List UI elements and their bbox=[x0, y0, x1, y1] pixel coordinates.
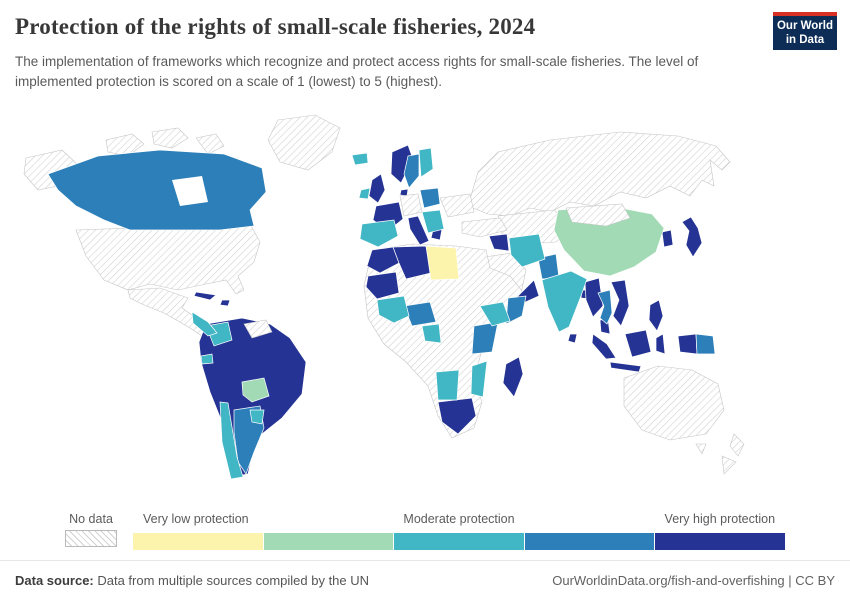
owid-logo[interactable]: Our World in Data bbox=[773, 12, 837, 50]
region-myanmar[interactable] bbox=[584, 277, 604, 318]
region-argentina-north-patch[interactable] bbox=[249, 409, 265, 425]
region-china[interactable] bbox=[553, 205, 665, 277]
region-arctic-islands-2[interactable] bbox=[151, 127, 189, 149]
region-ecuador[interactable] bbox=[200, 353, 214, 365]
region-thailand[interactable] bbox=[597, 289, 613, 325]
region-mongolia[interactable] bbox=[565, 203, 631, 227]
region-canada[interactable] bbox=[47, 149, 267, 231]
legend-swatch-score4[interactable] bbox=[524, 533, 656, 550]
region-nigeria-ghana[interactable] bbox=[403, 301, 437, 327]
region-korea[interactable] bbox=[661, 229, 674, 248]
legend-label-very-low: Very low protection bbox=[143, 512, 249, 526]
owid-logo-line1: Our World bbox=[776, 19, 833, 32]
region-papua-new-guinea[interactable] bbox=[695, 333, 716, 355]
region-hispaniola[interactable] bbox=[219, 299, 231, 307]
legend-swatch-score3[interactable] bbox=[394, 533, 525, 550]
region-mozambique[interactable] bbox=[470, 360, 488, 398]
legend-label-moderate: Moderate protection bbox=[403, 512, 515, 526]
region-borneo[interactable] bbox=[624, 329, 652, 358]
world-map bbox=[10, 110, 840, 480]
region-sweden[interactable] bbox=[403, 153, 420, 189]
legend-color-bar bbox=[133, 533, 785, 550]
region-java[interactable] bbox=[609, 361, 642, 373]
region-russia[interactable] bbox=[467, 131, 731, 217]
region-ukraine[interactable] bbox=[439, 193, 475, 218]
region-west-africa-coast[interactable] bbox=[376, 295, 410, 324]
region-new-zealand-north[interactable] bbox=[729, 433, 745, 457]
region-iran[interactable] bbox=[508, 233, 546, 268]
region-central-asia[interactable] bbox=[497, 209, 573, 245]
region-algeria[interactable] bbox=[392, 245, 432, 280]
region-japan[interactable] bbox=[681, 216, 703, 258]
region-iberia[interactable] bbox=[359, 219, 399, 248]
region-india[interactable] bbox=[541, 270, 588, 333]
region-sumatra[interactable] bbox=[591, 333, 617, 360]
data-source-label: Data source: bbox=[15, 573, 94, 588]
region-chile[interactable] bbox=[219, 401, 244, 480]
chart-subtitle: The implementation of frameworks which r… bbox=[15, 54, 699, 90]
region-cuba[interactable] bbox=[193, 291, 217, 301]
legend-no-data-label: No data bbox=[69, 512, 113, 526]
region-new-guinea-west[interactable] bbox=[677, 333, 698, 355]
data-source-text: Data from multiple sources compiled by t… bbox=[93, 573, 370, 588]
region-central-europe[interactable] bbox=[399, 193, 423, 217]
chart-footer: Data source: Data from multiple sources … bbox=[0, 560, 850, 600]
legend-no-data-swatch[interactable] bbox=[65, 530, 117, 547]
region-arctic-islands-3[interactable] bbox=[195, 133, 225, 155]
owid-url-link[interactable]: OurWorldinData.org/fish-and-overfishing bbox=[552, 573, 785, 588]
region-arctic-islands-1[interactable] bbox=[105, 133, 145, 157]
region-uk[interactable] bbox=[368, 173, 386, 204]
region-ireland[interactable] bbox=[358, 187, 371, 200]
page-title: Protection of the rights of small-scale … bbox=[15, 14, 536, 39]
region-finland[interactable] bbox=[418, 147, 434, 178]
region-morocco[interactable] bbox=[366, 246, 400, 274]
region-vietnam-laos[interactable] bbox=[610, 279, 630, 327]
region-ethiopia[interactable] bbox=[479, 301, 511, 327]
legend-swatch-score1[interactable] bbox=[133, 533, 264, 550]
hudson-bay-water bbox=[172, 176, 208, 206]
region-cameroon-gabon[interactable] bbox=[421, 323, 442, 344]
region-central-america-patch[interactable] bbox=[191, 311, 218, 337]
region-libya[interactable] bbox=[425, 245, 460, 281]
region-mauritania-senegal[interactable] bbox=[365, 271, 400, 300]
region-bolivia[interactable] bbox=[241, 377, 270, 403]
data-source-note: Data source: Data from multiple sources … bbox=[15, 573, 369, 588]
region-philippines[interactable] bbox=[648, 299, 664, 332]
region-poland-baltics[interactable] bbox=[419, 187, 441, 209]
region-venezuela[interactable] bbox=[243, 319, 273, 339]
owid-logo-line2: in Data bbox=[785, 34, 825, 46]
region-sri-lanka[interactable] bbox=[567, 333, 578, 344]
region-madagascar[interactable] bbox=[502, 356, 524, 398]
region-usa[interactable] bbox=[75, 223, 261, 295]
license-label[interactable]: CC BY bbox=[795, 573, 835, 588]
region-south-africa[interactable] bbox=[437, 397, 477, 435]
region-iraq[interactable] bbox=[488, 233, 510, 252]
region-namibia-angola[interactable] bbox=[435, 369, 460, 401]
region-australia[interactable] bbox=[623, 365, 725, 441]
region-balkans[interactable] bbox=[421, 209, 445, 234]
region-turkey[interactable] bbox=[461, 217, 508, 238]
region-sulawesi[interactable] bbox=[655, 333, 666, 355]
region-kenya-tanzania[interactable] bbox=[471, 321, 499, 355]
map-legend: No data Very low protection Moderate pro… bbox=[15, 512, 835, 554]
legend-label-very-high: Very high protection bbox=[664, 512, 776, 526]
legend-swatch-score2[interactable] bbox=[263, 533, 395, 550]
footer-links: OurWorldinData.org/fish-and-overfishing … bbox=[552, 573, 835, 588]
region-new-zealand-south[interactable] bbox=[721, 455, 737, 475]
legend-swatch-score5[interactable] bbox=[655, 533, 785, 550]
region-iceland[interactable] bbox=[351, 152, 369, 166]
region-tasmania[interactable] bbox=[695, 443, 707, 455]
region-italy[interactable] bbox=[407, 215, 430, 246]
region-greenland[interactable] bbox=[267, 114, 341, 171]
footer-separator: | bbox=[784, 573, 796, 588]
